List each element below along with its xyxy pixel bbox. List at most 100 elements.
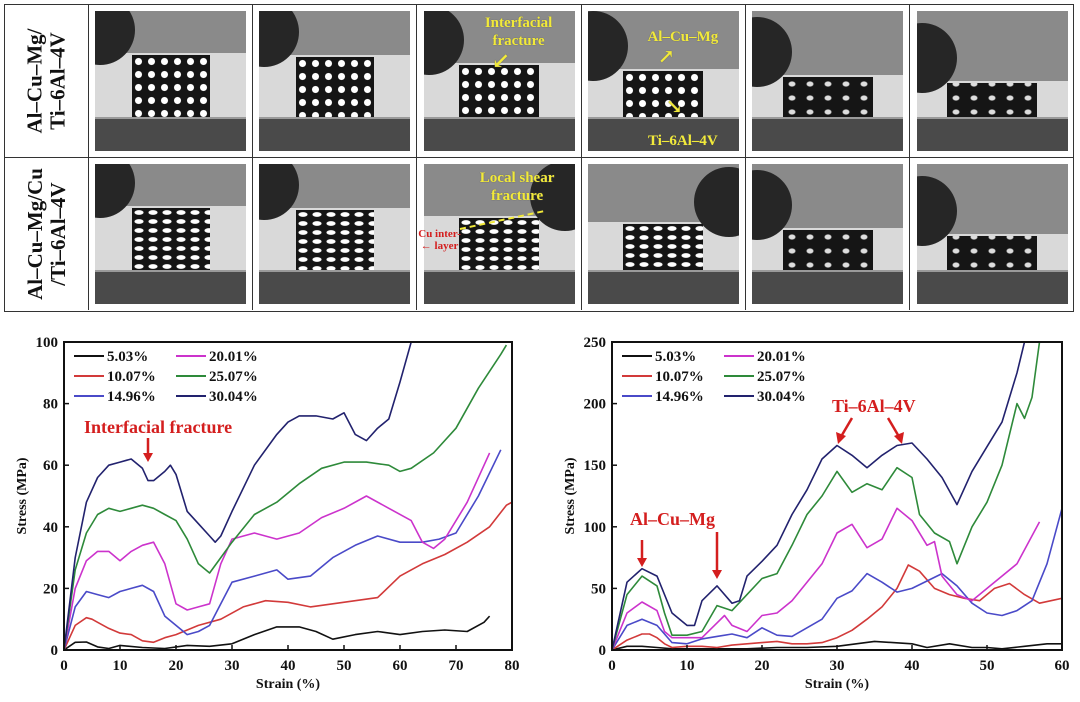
x-tick-label: 60 — [393, 658, 408, 674]
photo-cell-r2-c5 — [746, 158, 911, 310]
x-tick-label: 30 — [225, 658, 240, 674]
lower-platen — [587, 117, 739, 151]
series-line-1007 — [64, 501, 512, 650]
annotation-cu-interlayer: Cu inter- ← layer — [410, 228, 470, 252]
compression-photo — [752, 164, 904, 304]
series-line-2507 — [64, 344, 508, 650]
photo-cell-r1-c4: Al–Cu–Mg ↗ ↘ Ti–6Al–4V — [582, 5, 746, 157]
annotation-arrow-shaft — [840, 417, 854, 436]
lower-platen — [259, 117, 411, 151]
legend-label: 14.96% — [655, 389, 704, 405]
photo-cell-r2-c6 — [911, 158, 1075, 310]
legend-label: 20.01% — [757, 349, 806, 365]
y-axis-label: Stress (MPa) — [563, 457, 578, 534]
series-line-503 — [64, 615, 491, 650]
series-line-3004 — [612, 342, 1026, 650]
arrow-down-icon — [637, 558, 647, 567]
x-tick-label: 10 — [680, 658, 695, 674]
annotation-interfacial-fracture: Interfacial fracture — [84, 417, 232, 437]
lower-platen — [259, 270, 411, 304]
cu-label-line2: ← layer — [420, 240, 459, 252]
lower-platen — [752, 270, 904, 304]
lower-platen — [95, 117, 246, 151]
lattice-specimen — [131, 208, 210, 272]
x-tick-label: 80 — [505, 658, 520, 674]
y-tick-label: 200 — [584, 397, 607, 413]
chart-left: 0 10 20 30 40 50 60 70 80 0 20 40 60 80 100 Strain (%) S… — [15, 335, 520, 692]
compression-photo — [95, 11, 246, 151]
y-tick-label: 60 — [43, 458, 58, 474]
legend-label: 10.07% — [107, 369, 156, 385]
row-divider — [5, 157, 1073, 158]
x-tick-label: 30 — [830, 658, 845, 674]
y-tick-label: 100 — [584, 520, 607, 536]
lower-platen — [423, 117, 575, 151]
row-label-1: Al–Cu–Mg/Ti–6Al–4V — [5, 5, 89, 157]
lattice-specimen — [295, 210, 374, 272]
y-tick-label: 250 — [584, 335, 607, 351]
row-label-2-line1: Al–Cu–Mg/Cu — [22, 168, 47, 300]
series-line-1496 — [64, 449, 502, 650]
compression-photo — [752, 11, 904, 151]
y-tick-label: 40 — [43, 520, 58, 536]
arrow-icon: ↗ — [657, 46, 675, 68]
photo-cell-r1-c5 — [746, 5, 911, 157]
series-line-1496 — [612, 508, 1062, 650]
legend-label: 5.03% — [655, 349, 696, 365]
annotation-interfacial-fracture: Interfacial — [484, 15, 553, 31]
compression-photo — [95, 164, 246, 304]
compression-photo — [916, 164, 1068, 304]
photo-cell-r1-c6 — [911, 5, 1075, 157]
x-tick-label: 0 — [60, 658, 68, 674]
compression-photo — [259, 11, 411, 151]
row-label-1-line2: Ti–6Al–4V — [45, 32, 70, 130]
compression-photo — [916, 11, 1068, 151]
lower-platen — [95, 270, 246, 304]
lower-platen — [423, 270, 575, 304]
photo-cell-r1-c1 — [89, 5, 253, 157]
chart-right: 0 10 20 30 40 50 60 0 50 100 150 200 250 Strain (%) St… — [563, 335, 1070, 692]
annotation-ti6al4v: Ti–6Al–4V — [648, 133, 718, 149]
x-tick-label: 40 — [905, 658, 920, 674]
y-axis-label: Stress (MPa) — [15, 457, 30, 534]
row-label-2-line2: /Ti–6Al–4V — [45, 182, 70, 286]
lattice-specimen — [459, 218, 540, 272]
x-axis-label: Strain (%) — [256, 677, 321, 692]
lattice-specimen — [459, 65, 540, 119]
legend-label: 5.03% — [107, 349, 148, 365]
lattice-specimen — [295, 57, 374, 119]
annotation-ti6al4v: Ti–6Al–4V — [832, 396, 916, 416]
series-line-2507 — [612, 342, 1041, 650]
y-tick-label: 100 — [36, 335, 59, 351]
x-tick-label: 50 — [337, 658, 352, 674]
lattice-specimen — [947, 83, 1037, 119]
x-tick-label: 50 — [980, 658, 995, 674]
annotation-interfacial-fracture-2: fracture — [492, 33, 545, 49]
lattice-specimen — [623, 224, 704, 272]
annotation-arrow-shaft — [886, 417, 900, 436]
lower-platen — [916, 270, 1068, 304]
lattice-specimen — [131, 55, 210, 119]
x-tick-label: 60 — [1055, 658, 1070, 674]
lower-platen — [916, 117, 1068, 151]
compression-photo — [587, 164, 739, 304]
arrow-icon: ↙ — [491, 48, 511, 73]
lattice-specimen — [782, 230, 873, 272]
cu-label-line1: Cu inter- — [418, 228, 461, 240]
row-label-2: Al–Cu–Mg/Cu/Ti–6Al–4V — [5, 158, 89, 310]
x-tick-label: 0 — [608, 658, 616, 674]
arrow-down-icon — [143, 453, 153, 462]
compression-photo — [259, 164, 411, 304]
arrow-icon: ↘ — [665, 96, 683, 118]
compression-photo: Al–Cu–Mg ↗ ↘ Ti–6Al–4V — [587, 11, 739, 151]
photo-cell-r1-c2 — [253, 5, 418, 157]
fixture-shadow — [95, 164, 135, 218]
compression-photo: Interfacial fracture ↙ — [423, 11, 575, 151]
series-line-2001 — [64, 452, 491, 650]
legend-label: 25.07% — [209, 369, 258, 385]
y-tick-label: 0 — [51, 643, 59, 659]
legend-label: 10.07% — [655, 369, 704, 385]
legend-label: 30.04% — [757, 389, 806, 405]
lattice-specimen — [782, 77, 873, 119]
x-tick-label: 10 — [113, 658, 128, 674]
